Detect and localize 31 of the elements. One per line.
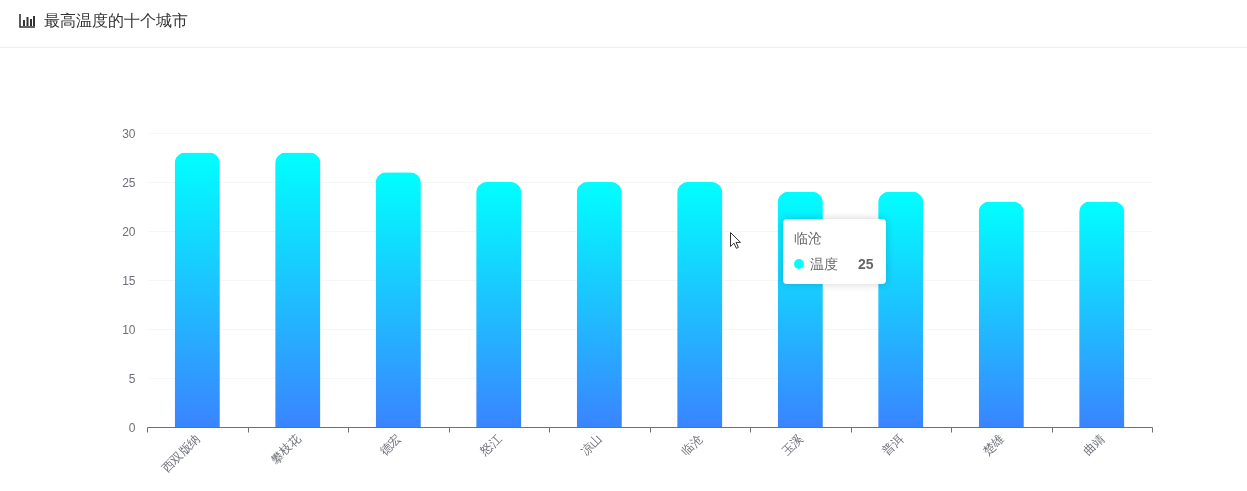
x-tick-label: 凉山	[577, 431, 605, 459]
bar	[1079, 201, 1125, 427]
y-tick-label: 25	[122, 175, 136, 190]
x-tick-label: 楚雄	[979, 431, 1007, 459]
x-tick-label: 临沧	[678, 431, 706, 459]
bar	[878, 191, 924, 427]
y-tick-label: 10	[122, 322, 136, 337]
bar	[677, 182, 723, 427]
tooltip: 临沧 温度 25	[783, 219, 886, 284]
bar	[375, 172, 421, 427]
bar	[978, 201, 1024, 427]
x-tick-label: 玉溪	[778, 431, 806, 459]
annotation: 临沧	[794, 229, 823, 248]
bar	[174, 152, 220, 427]
bar	[576, 182, 622, 427]
bar	[275, 152, 321, 427]
y-tick-label: 20	[122, 224, 136, 239]
legend-label: 温度	[810, 255, 838, 274]
x-tick-label: 普洱	[879, 431, 907, 459]
y-tick-label: 5	[128, 371, 136, 386]
chart-title: 最高温度的十个城市	[44, 11, 188, 31]
x-tick-label: 西双版纳	[158, 431, 203, 476]
y-tick-label: 30	[122, 126, 136, 141]
x-tick-label: 攀枝花	[267, 431, 304, 467]
x-tick-label: 怒江	[476, 431, 505, 460]
x-tick-label: 曲靖	[1080, 431, 1108, 459]
annotation: 25	[858, 255, 874, 274]
bar	[476, 182, 522, 427]
y-tick-label: 15	[122, 273, 136, 288]
y-tick-label: 0	[128, 420, 136, 435]
x-tick-label: 德宏	[376, 431, 404, 459]
